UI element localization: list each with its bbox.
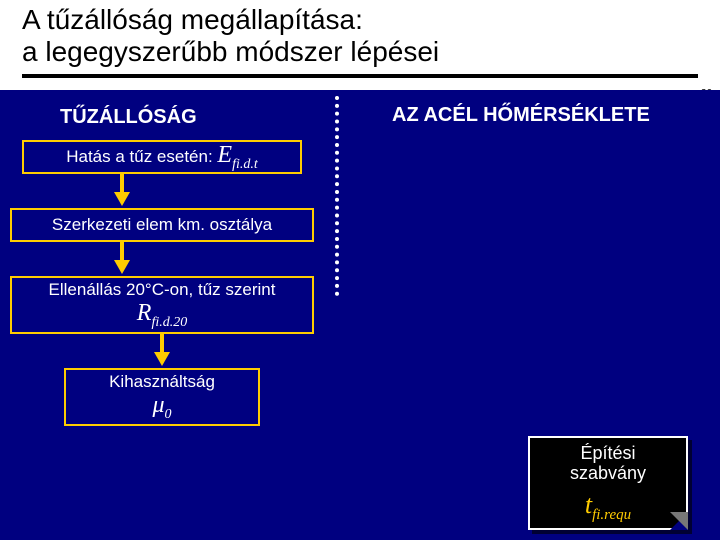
standard-label-2: szabvány [534, 464, 682, 484]
step-box-2: Szerkezeti elem km. osztálya [10, 208, 314, 242]
arrow-1-head [114, 192, 130, 206]
step-2-label: Szerkezeti elem km. osztálya [52, 215, 272, 235]
step-3-label: Ellenállás 20°C-on, tűz szerint [49, 280, 276, 300]
arrow-3-head [154, 352, 170, 366]
standard-label-1: Építési [534, 444, 682, 464]
arrow-2-head [114, 260, 130, 274]
standard-box: Építési szabvány tfi.requ [528, 436, 688, 530]
standard-var: t [585, 490, 592, 519]
step-3-formula: Rfi.d.20 [137, 300, 187, 331]
page-fold-icon [670, 512, 688, 530]
title-line-1: A tűzállóság megállapítása: [22, 4, 720, 36]
right-column-heading: AZ ACÉL HŐMÉRSÉKLETE [392, 104, 650, 127]
step-3-var: R [137, 300, 152, 326]
step-box-3: Ellenállás 20°C-on, tűz szerint Rfi.d.20 [10, 276, 314, 334]
step-3-sub: fi.d.20 [151, 314, 187, 329]
step-box-1: Hatás a tűz esetén: Efi.d.t [22, 140, 302, 174]
step-box-4: Kihasználtság μ0 [64, 368, 260, 426]
arrow-2-stem [120, 242, 124, 260]
left-column-heading: TŰZÁLLÓSÁG [60, 106, 197, 129]
step-1-var: E [217, 142, 232, 168]
step-4-sub: 0 [165, 406, 172, 421]
step-1-formula: Efi.d.t [217, 142, 257, 168]
step-4-formula: μ0 [152, 392, 171, 423]
standard-sub: fi.requ [592, 507, 631, 523]
step-1-label: Hatás a tűz esetén: [66, 147, 217, 166]
slide: A tűzállóság megállapítása: a legegyszer… [0, 0, 720, 540]
body-area: TŰZÁLLÓSÁG AZ ACÉL HŐMÉRSÉKLETE Hatás a … [0, 90, 720, 540]
step-4-var: μ [152, 392, 164, 418]
title-area: A tűzállóság megállapítása: a legegyszer… [0, 0, 720, 68]
column-divider [335, 96, 339, 296]
arrow-3-stem [160, 334, 164, 352]
arrow-1-stem [120, 174, 124, 192]
title-line-2: a legegyszerűbb módszer lépései [22, 36, 720, 68]
step-4-label: Kihasználtság [109, 372, 215, 392]
step-1-sub: fi.d.t [232, 156, 258, 171]
standard-formula: tfi.requ [534, 490, 682, 524]
title-underline [22, 74, 698, 78]
